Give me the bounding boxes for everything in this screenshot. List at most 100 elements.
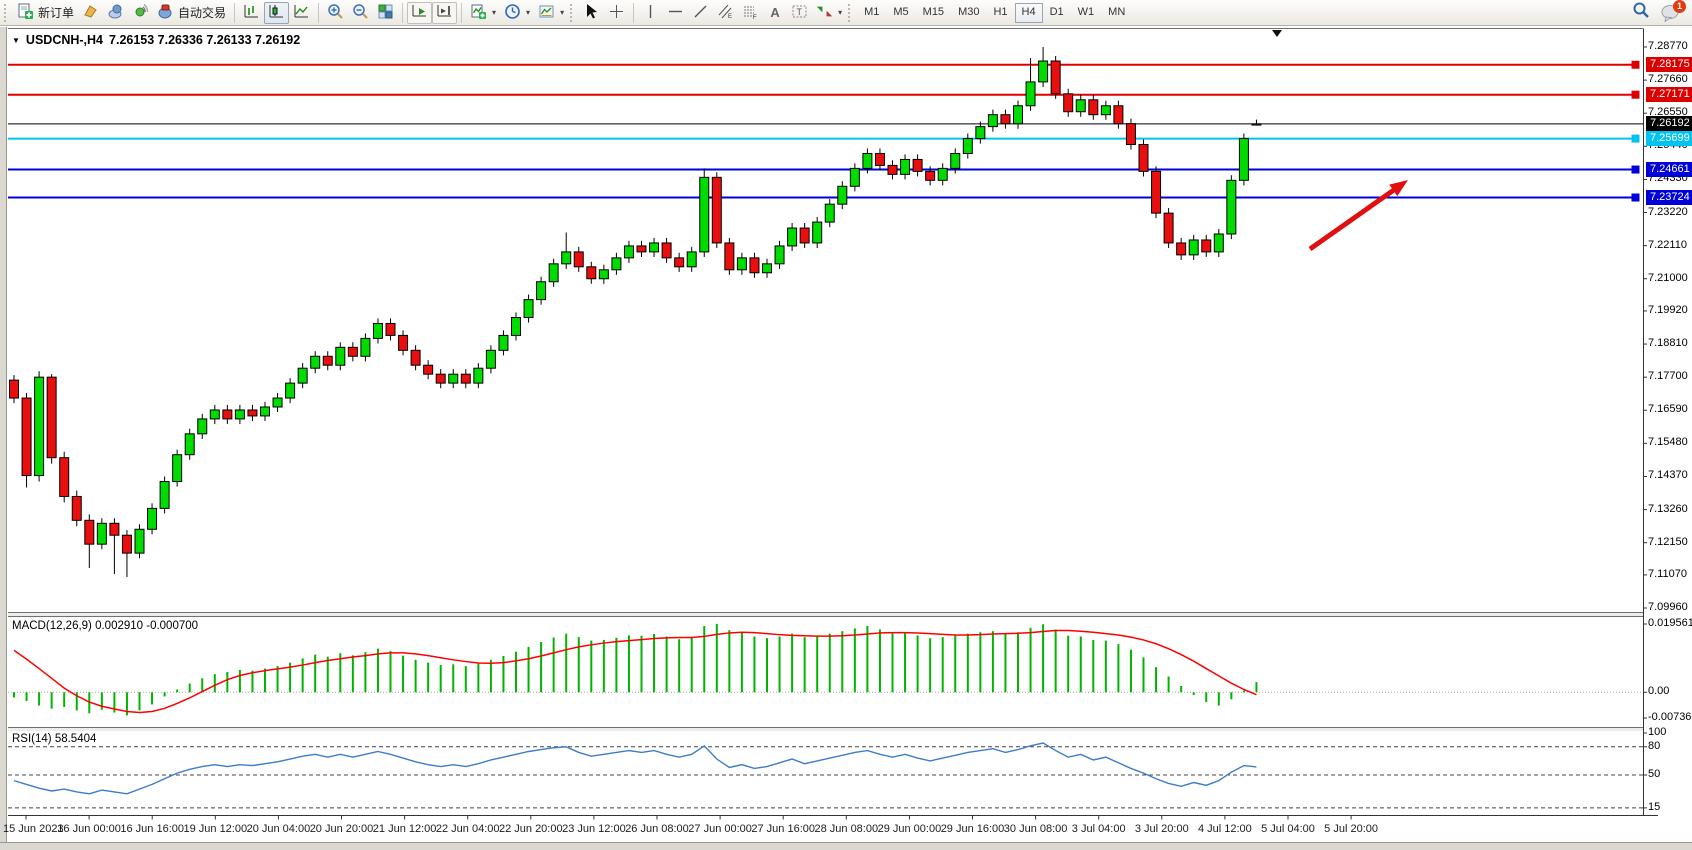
chart-ohlc-values: 7.26153 7.26336 7.26133 7.26192 xyxy=(109,33,301,47)
toolbar-grip[interactable] xyxy=(848,3,853,22)
window-left-edge xyxy=(0,27,7,850)
cursor-icon xyxy=(583,3,600,23)
new-order-label: 新订单 xyxy=(38,6,75,20)
time-axis-label: 23 Jun 12:00 xyxy=(562,823,626,835)
periods-button[interactable]: ▾ xyxy=(500,2,534,24)
text-tool-button[interactable]: A xyxy=(763,2,787,24)
notification-count-badge: 1 xyxy=(1673,0,1686,13)
timeframe-button-mn[interactable]: MN xyxy=(1108,5,1126,18)
terminal-button[interactable] xyxy=(103,2,128,24)
price-tick-label: 7.13260 xyxy=(1648,502,1688,515)
crosshair-tool-button[interactable] xyxy=(604,2,629,24)
auto-scroll-button[interactable] xyxy=(407,1,433,24)
candlestick-chart-button[interactable] xyxy=(264,1,290,24)
vertical-line-tool-button[interactable] xyxy=(638,2,663,24)
timeframe-button-d1[interactable]: D1 xyxy=(1049,5,1064,18)
autotrade-icon xyxy=(157,3,174,23)
profiles-button[interactable] xyxy=(78,2,103,24)
new-order-icon xyxy=(17,3,34,23)
tile-windows-button[interactable] xyxy=(373,2,398,24)
time-axis-label: 20 Jun 04:00 xyxy=(246,823,311,835)
main-toolbar: 新订单 自动交易 xyxy=(0,0,1692,26)
price-tick-label: 7.27660 xyxy=(1648,73,1688,86)
time-axis-label: 5 Jul 04:00 xyxy=(1261,823,1315,835)
timeframe-button-m5[interactable]: M5 xyxy=(893,5,909,18)
time-axis-label: 3 Jul 04:00 xyxy=(1071,823,1126,835)
macd-axis-label: 0.019561 xyxy=(1648,617,1692,629)
price-tick-label: 7.26550 xyxy=(1648,106,1688,119)
zoom-out-button[interactable] xyxy=(348,2,373,24)
price-tick-label: 7.18810 xyxy=(1648,337,1688,350)
chart-window[interactable] xyxy=(0,27,1692,850)
window-bottom-edge xyxy=(0,842,1692,850)
indicators-button[interactable]: ▾ xyxy=(466,2,500,24)
vertical-line-icon xyxy=(642,3,659,23)
notifications-button[interactable]: 1 xyxy=(1660,0,1686,23)
level-price-badge: 7.27171 xyxy=(1646,87,1692,103)
svg-text:F: F xyxy=(753,15,757,20)
channel-tool-button[interactable]: E xyxy=(713,2,738,24)
time-axis-label: 16 Jun 00:00 xyxy=(57,823,121,835)
terminal-icon xyxy=(107,3,124,23)
level-price-badge: 7.28175 xyxy=(1646,57,1692,73)
price-tick-label: 7.17700 xyxy=(1648,370,1688,383)
chart-shift-button[interactable] xyxy=(432,1,458,24)
current-price-badge: 7.26192 xyxy=(1646,116,1692,132)
text-label-icon: T xyxy=(791,3,808,23)
price-tick-label: 7.16590 xyxy=(1648,403,1688,416)
horizontal-line-icon xyxy=(667,3,684,23)
signals-icon xyxy=(132,3,149,23)
time-axis-label: 22 Jun 20:00 xyxy=(498,823,563,835)
rsi-axis-label: 50 xyxy=(1648,768,1661,780)
time-axis-label: 30 Jun 08:00 xyxy=(1003,823,1068,835)
toolbar-grip[interactable] xyxy=(4,3,9,22)
crosshair-icon xyxy=(608,3,625,23)
timeframe-bar: M1 M5 M15 M30 H1 H4 D1 W1 MN xyxy=(857,2,1132,23)
price-tick-label: 7.19920 xyxy=(1648,303,1688,316)
time-axis-label: 19 Jun 12:00 xyxy=(183,823,248,835)
search-icon[interactable] xyxy=(1632,1,1650,24)
timeframe-button-m30[interactable]: M30 xyxy=(958,5,980,18)
chart-title[interactable]: ▼ USDCNH-,H4 7.26153 7.26336 7.26133 7.2… xyxy=(12,33,300,47)
time-axis-label: 29 Jun 00:00 xyxy=(877,823,942,835)
horizontal-line-tool-button[interactable] xyxy=(663,2,688,24)
chart-symbol-period: USDCNH-,H4 xyxy=(25,33,104,47)
auto-scroll-icon xyxy=(411,3,428,23)
fibonacci-icon: F xyxy=(742,3,759,23)
time-axis-label: 22 Jun 04:00 xyxy=(435,823,500,835)
timeframe-button-h1[interactable]: H1 xyxy=(993,5,1008,18)
text-label-tool-button[interactable]: T xyxy=(787,2,812,24)
cursor-tool-button[interactable] xyxy=(579,2,604,24)
autotrade-label: 自动交易 xyxy=(178,6,227,20)
arrows-icon xyxy=(816,3,833,23)
time-axis-label: 15 Jun 2023 xyxy=(3,823,64,835)
rsi-axis-label: 15 xyxy=(1648,800,1661,813)
time-axis-label: 16 Jun 16:00 xyxy=(120,823,184,835)
bar-chart-button[interactable] xyxy=(239,2,264,24)
line-chart-button[interactable] xyxy=(289,2,314,24)
macd-axis-label: -0.007367 xyxy=(1648,711,1692,723)
signals-button[interactable] xyxy=(128,2,153,24)
timeframe-button-m15[interactable]: M15 xyxy=(922,5,945,18)
price-tick-label: 7.14370 xyxy=(1648,469,1688,482)
arrows-tool-button[interactable]: ▾ xyxy=(812,2,846,24)
toolbar-grip[interactable] xyxy=(570,3,575,22)
trendline-tool-button[interactable] xyxy=(688,2,713,24)
zoom-in-button[interactable] xyxy=(323,2,348,24)
timeframe-button-h4[interactable]: H4 xyxy=(1014,2,1043,23)
fibonacci-tool-button[interactable]: F xyxy=(738,2,763,24)
templates-button[interactable]: ▾ xyxy=(534,2,568,24)
candlestick-chart-icon xyxy=(268,3,285,23)
time-axis-label: 27 Jun 16:00 xyxy=(751,823,815,835)
timeframe-button-w1[interactable]: W1 xyxy=(1077,5,1095,18)
pane-divider-macd[interactable] xyxy=(8,613,1643,616)
new-order-button[interactable]: 新订单 xyxy=(13,2,78,24)
price-tick-label: 7.23220 xyxy=(1648,205,1688,218)
line-chart-icon xyxy=(293,3,310,23)
autotrade-button[interactable]: 自动交易 xyxy=(153,2,230,24)
timeframe-button-m1[interactable]: M1 xyxy=(864,5,880,18)
toolbar-separator xyxy=(402,2,404,23)
rsi-axis-label: 100 xyxy=(1648,726,1667,738)
pane-divider-rsi[interactable] xyxy=(8,728,1643,731)
price-tick-label: 7.28770 xyxy=(1648,40,1688,52)
